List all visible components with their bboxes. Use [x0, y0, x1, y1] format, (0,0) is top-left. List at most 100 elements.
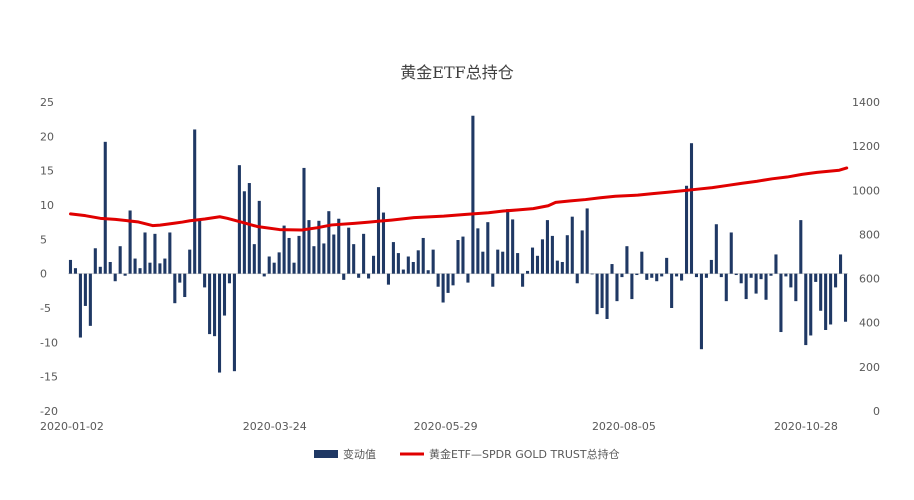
bar [138, 268, 142, 274]
legend-bar-label: 变动值 [343, 447, 376, 461]
bar [118, 246, 122, 274]
bar [491, 273, 495, 287]
left-axis-ticks: -20 -15 -10 -5 0 5 10 15 20 25 [40, 96, 58, 418]
bar [198, 218, 202, 274]
bar [68, 259, 73, 274]
bar [620, 273, 624, 278]
bar [128, 210, 132, 274]
bar [550, 235, 554, 274]
bar [689, 143, 694, 274]
left-tick-label: 5 [40, 233, 47, 246]
bar [545, 220, 549, 274]
bar [357, 273, 361, 278]
bar [615, 273, 619, 302]
bar [302, 167, 306, 274]
bar [501, 251, 505, 274]
bar [516, 253, 520, 274]
bar [734, 273, 738, 276]
bar [670, 273, 674, 308]
bar [814, 273, 818, 282]
bar [163, 258, 167, 274]
bar [83, 273, 87, 306]
bar [540, 239, 544, 274]
bar [242, 191, 246, 274]
bar [530, 247, 535, 274]
bar [391, 242, 395, 274]
bar [282, 225, 286, 274]
bar [337, 218, 341, 274]
bar [829, 273, 833, 325]
bar [565, 235, 569, 274]
bar [809, 273, 813, 336]
bar [332, 234, 336, 274]
bar [327, 211, 331, 274]
bar [421, 237, 425, 274]
bar [839, 254, 843, 274]
bar [222, 273, 227, 316]
bar [824, 273, 828, 330]
bar [739, 273, 743, 284]
legend-bar-swatch [314, 450, 338, 458]
bar [555, 260, 559, 274]
bar [635, 273, 639, 276]
bar [819, 273, 823, 311]
bar [73, 268, 77, 274]
bar [724, 273, 728, 302]
bar [610, 264, 614, 274]
bar [650, 273, 654, 278]
bar [789, 273, 793, 288]
bar [456, 240, 460, 274]
bar [575, 273, 579, 284]
bar [655, 273, 659, 282]
bar [640, 251, 644, 274]
bar [749, 273, 753, 278]
bar [660, 273, 664, 277]
legend-line-label: 黄金ETF—SPDR GOLD TRUST总持仓 [429, 447, 620, 461]
bar [794, 273, 798, 302]
chart-title: 黄金ETF总持仓 [400, 63, 513, 82]
left-tick-label: -10 [40, 336, 58, 349]
bar [709, 259, 713, 274]
bar [436, 273, 440, 287]
bar [590, 273, 594, 275]
bar [203, 273, 207, 288]
left-tick-label: 25 [40, 96, 54, 109]
bar [585, 208, 589, 274]
bar [600, 273, 604, 308]
x-axis-ticks: 2020-01-02 2020-03-24 2020-05-29 2020-08-05… [40, 420, 838, 433]
x-tick-label: 2020-08-05 [592, 420, 656, 433]
bar [605, 273, 609, 319]
bar [451, 273, 455, 286]
left-tick-label: -5 [40, 302, 51, 315]
bar [113, 273, 117, 282]
bar [297, 235, 301, 274]
bar [362, 233, 366, 274]
bar [496, 249, 500, 274]
bar [675, 273, 679, 277]
bar [416, 250, 420, 274]
right-axis-ticks: 0 200 400 600 800 1000 1200 1400 [852, 96, 880, 418]
bar [684, 185, 689, 274]
x-tick-label: 2020-03-24 [243, 420, 307, 433]
bar [272, 262, 276, 274]
line-series-path [68, 166, 849, 232]
bar [247, 183, 251, 274]
bar [277, 252, 281, 274]
bar [560, 261, 564, 274]
bar [784, 273, 788, 277]
bar [143, 232, 147, 274]
bar [511, 219, 515, 274]
bar [292, 262, 296, 274]
bar [183, 273, 187, 298]
legend: 变动值 黄金ETF—SPDR GOLD TRUST总持仓 [314, 447, 620, 461]
bar [426, 270, 430, 274]
bar [347, 227, 351, 274]
bar [694, 273, 699, 278]
bar [719, 273, 723, 278]
bar [168, 232, 172, 274]
bar [123, 273, 127, 276]
bar [535, 255, 540, 274]
bar [193, 129, 197, 274]
right-tick-label: 600 [859, 273, 880, 286]
